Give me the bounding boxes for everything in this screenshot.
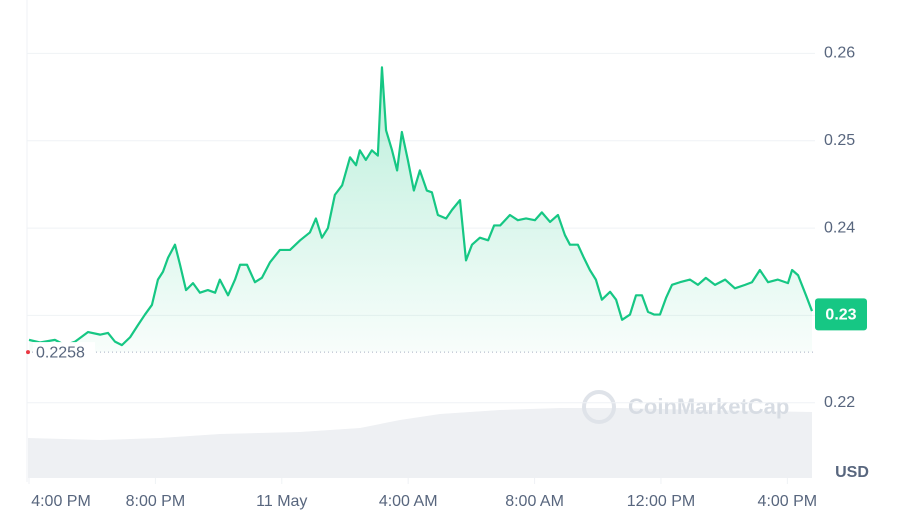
x-tick-label: 12:00 PM xyxy=(627,493,695,510)
x-tick-label: 4:00 AM xyxy=(379,493,438,510)
open-price-bg xyxy=(33,342,95,363)
x-tick-label: 4:00 PM xyxy=(31,493,91,510)
x-tick-label: 4:00 PM xyxy=(758,493,818,510)
y-tick-label: 0.22 xyxy=(824,394,855,411)
volume-area xyxy=(28,408,812,478)
y-tick-label: 0.25 xyxy=(824,132,855,149)
watermark-text: CoinMarketCap xyxy=(628,394,789,419)
x-tick-label: 8:00 AM xyxy=(505,493,564,510)
current-price-label: 0.23 xyxy=(825,307,856,324)
x-tick-label: 8:00 PM xyxy=(126,493,186,510)
watermark: CoinMarketCap xyxy=(582,390,789,424)
y-tick-label: 0.26 xyxy=(824,45,855,62)
price-line xyxy=(28,66,814,347)
open-price-dot xyxy=(26,350,30,355)
open-price-label: 0.2258 xyxy=(36,344,85,361)
current-price-badge xyxy=(815,298,867,331)
y-unit: USD xyxy=(835,464,869,481)
price-area xyxy=(29,67,812,353)
y-tick-label: 0.24 xyxy=(824,219,855,236)
x-tick-label: 11 May xyxy=(256,493,307,510)
